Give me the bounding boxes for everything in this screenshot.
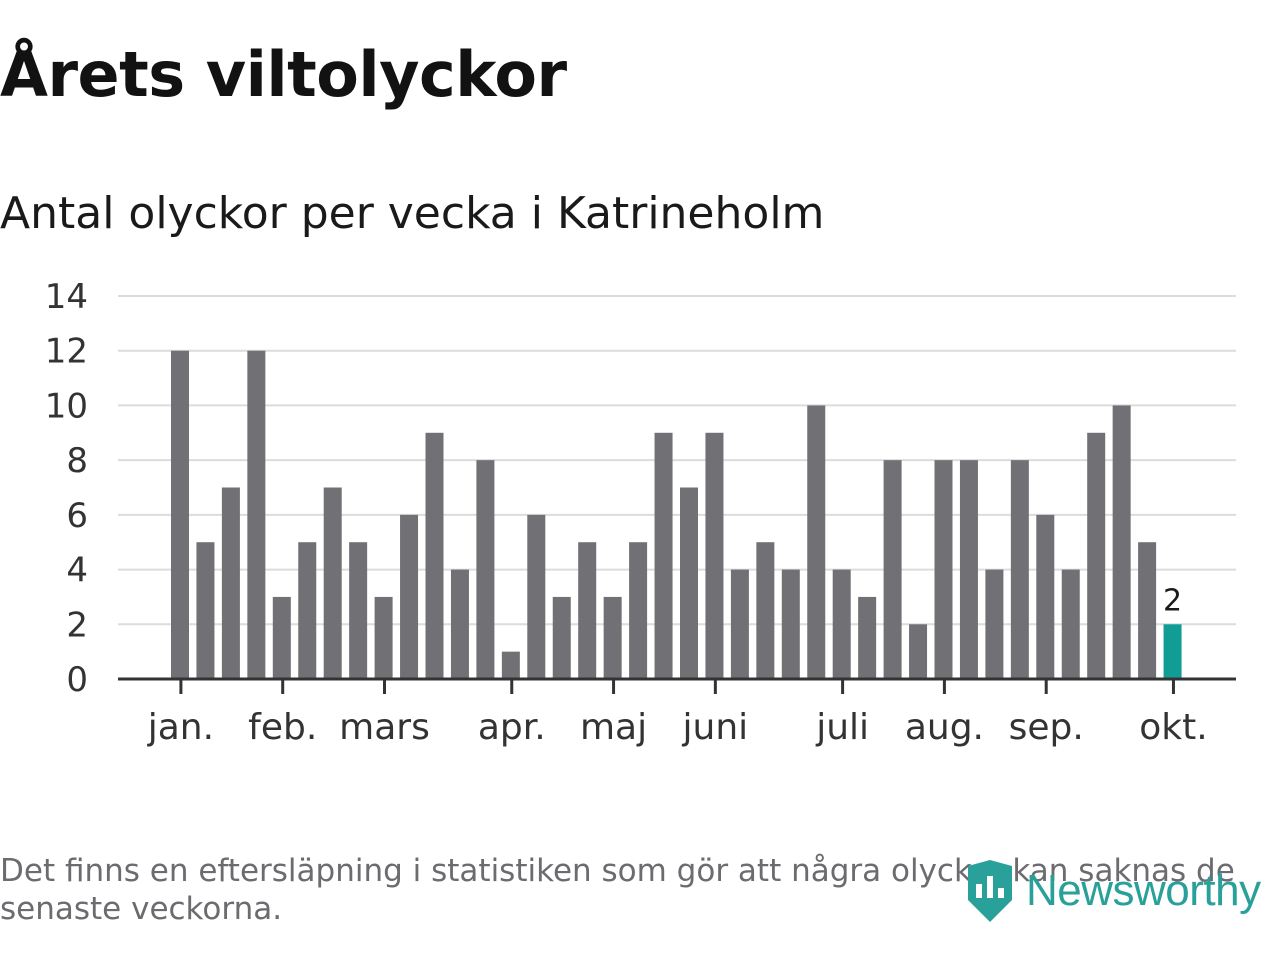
bar: [501, 651, 520, 679]
bar: [781, 569, 800, 679]
x-tick-label: mars: [339, 707, 430, 748]
x-tick-label: jan.: [147, 707, 214, 748]
bar-highlight: [1163, 624, 1182, 679]
y-tick-label: 12: [45, 332, 88, 372]
bar: [1061, 569, 1080, 679]
bar: [654, 432, 673, 679]
chart-subtitle: Antal olyckor per vecka i Katrineholm: [0, 188, 825, 239]
newsworthy-brand[interactable]: Newsworthy: [964, 860, 1261, 922]
bar: [552, 596, 571, 679]
bar: [1112, 405, 1131, 679]
bar: [985, 569, 1004, 679]
brand-name: Newsworthy: [1026, 866, 1261, 915]
bar-chart: 0 2 4 6 8 10 12 14 2 jan. feb. mars apr. maj juni juli a…: [45, 277, 1236, 748]
x-tick-label: feb.: [248, 707, 317, 748]
bar: [629, 542, 648, 679]
bar: [1036, 514, 1055, 679]
page-title: Årets viltolyckor: [0, 38, 567, 111]
bar: [603, 596, 622, 679]
x-tick-label: maj: [580, 707, 647, 748]
y-tick-label: 14: [45, 277, 88, 317]
bar: [425, 432, 444, 679]
bar: [221, 487, 240, 679]
x-tick-label: okt.: [1139, 707, 1207, 748]
bar: [400, 514, 419, 679]
bar: [476, 460, 495, 679]
bar: [578, 542, 597, 679]
bar: [450, 569, 469, 679]
bar: [807, 405, 826, 679]
bar: [247, 350, 266, 679]
bar: [934, 460, 953, 679]
y-tick-label: 10: [45, 386, 88, 426]
x-tick-label: juni: [682, 707, 749, 748]
footnote: Det finns en eftersläpning i statistiken…: [0, 853, 1235, 927]
bar: [883, 460, 902, 679]
bar: [196, 542, 215, 679]
y-tick-label: 2: [66, 605, 88, 645]
bar: [705, 432, 724, 679]
bar: [1010, 460, 1029, 679]
x-tick-label: aug.: [905, 707, 984, 748]
bar: [730, 569, 749, 679]
bar: [527, 514, 546, 679]
bar: [1087, 432, 1106, 679]
bar: [323, 487, 342, 679]
x-tick-label: sep.: [1009, 707, 1084, 748]
bar: [858, 596, 877, 679]
y-tick-label: 0: [66, 660, 88, 700]
y-tick-label: 8: [66, 441, 88, 481]
y-tick-label: 4: [66, 551, 88, 591]
bar: [272, 596, 291, 679]
bar: [909, 624, 928, 679]
newsworthy-logo-icon: [968, 860, 1012, 922]
bar: [374, 596, 393, 679]
bar: [1138, 542, 1157, 679]
x-tick-label: apr.: [478, 707, 546, 748]
bar: [349, 542, 368, 679]
highlight-value-label: 2: [1163, 583, 1182, 618]
bar: [756, 542, 775, 679]
bar: [171, 350, 189, 679]
bar: [959, 460, 978, 679]
bar: [298, 542, 317, 679]
bar: [680, 487, 698, 679]
y-tick-label: 6: [66, 496, 88, 536]
x-tick-label: juli: [815, 707, 869, 748]
bar: [832, 569, 851, 679]
